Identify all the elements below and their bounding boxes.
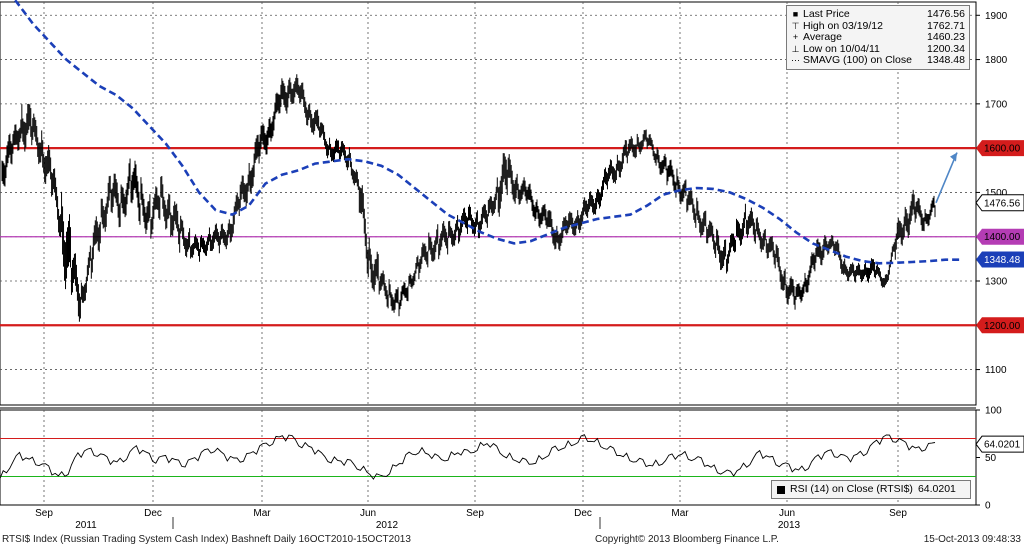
year-label: 2011 [75,520,97,531]
rsi-tag-text: 64.0201 [984,440,1021,451]
level-tag-1200: 1200.00 [976,317,1024,334]
legend-value: 1476.56 [927,8,965,20]
last-price-tag-text: 1476.56 [984,198,1021,209]
y-tick-label: 1700 [985,99,1008,110]
level-tag-1600: 1600.00 [976,140,1024,157]
rsi-legend-label: RSI (14) on Close (RTSI$) [790,483,913,495]
rsi-tag: 64.0201 [975,435,1024,453]
legend-value: 1460.23 [927,31,965,43]
x-tick-label: Jun [779,508,795,519]
y-tick-label: 1500 [985,188,1008,199]
legend-label-text: High on 03/19/12 [803,19,883,32]
legend-symbol-icon: ⋯ [791,55,800,65]
footer-left-text: RTSI$ Index (Russian Trading System Cash… [2,534,411,545]
rsi-legend-value: 64.0201 [917,483,956,495]
level-tag-1600-box [976,140,1024,157]
y-tick-label: 1300 [985,277,1008,288]
legend-symbol-icon: ⊤ [791,20,800,31]
trend-arrow-head [950,152,957,162]
legend-value: 1762.71 [927,19,965,32]
legend-symbol-icon: ⊥ [791,43,800,54]
legend-label-text: Low on 10/04/11 [803,42,880,55]
legend-value: 1348.48 [927,54,965,66]
x-tick-label: Sep [889,508,907,519]
legend-label-text: Last Price [803,8,850,20]
rsi-y-tick-label: 50 [985,453,997,464]
legend-symbol-icon: + [792,32,799,42]
legend-row-label: ⋯ SMAVG (100) on Close [791,54,912,67]
value-tags: 1600.00 1400.00 1200.00 1476.56 1348.48 64.02… [975,140,1024,453]
rsi-panel [0,434,976,480]
trend-arrow [935,152,958,204]
last-price-tag: 1476.56 [975,194,1024,212]
last-price-tag-box [975,194,1024,212]
rsi-line [0,434,936,480]
legend-row: ⋯ SMAVG (100) on Close 1348.48 [791,54,965,67]
level-tag-1400-text: 1400.00 [984,232,1021,243]
legend-row: + Average 1460.23 [791,31,965,44]
rsi-y-tick-label: 0 [985,501,991,512]
legend-row: ⊥ Low on 10/04/11 1200.34 [791,42,965,56]
price-legend: ■ Last Price 1476.56 ⊤ High on 03/19/12 1762.… [786,5,970,70]
sma-tag: 1348.48 [976,251,1024,268]
legend-row-label: ⊤ High on 03/19/12 [791,19,883,33]
level-tag-1400: 1400.00 [976,228,1024,245]
y-tick-label: 1800 [985,55,1008,66]
legend-row-label: ⊥ Low on 10/04/11 [791,42,880,56]
legend-row-label: ■ Last Price [791,8,850,21]
legend-value: 1200.34 [927,42,965,55]
legend-row: ■ Last Price 1476.56 [791,8,965,21]
footer-timestamp: 15-Oct-2013 09:48:33 [923,534,1021,545]
y-tick-label: 1100 [985,365,1007,376]
sma-tag-box [976,251,1024,268]
legend-label-text: SMAVG (100) on Close [803,54,912,66]
level-tag-1600-text: 1600.00 [984,144,1021,155]
legend-row-label: + Average [791,31,842,44]
legend-row: ⊤ High on 03/19/12 1762.71 [791,19,965,33]
rsi-legend: RSI (14) on Close (RTSI$) 64.0201 [771,480,971,499]
x-tick-label: Sep [35,508,53,519]
trend-arrow-shaft [935,152,958,204]
legend-symbol-icon: ■ [792,9,799,19]
sma-series [12,0,962,265]
rsi-legend-swatch [777,485,785,494]
rsi-y-tick-label: 100 [985,406,1002,417]
grid-layer [0,1,977,506]
level-tag-1200-box [976,317,1024,334]
x-tick-label: Jun [360,508,376,519]
x-tick-label: Dec [574,508,592,519]
rsi-tag-box [975,435,1024,453]
year-label: 2012 [376,520,399,531]
year-label: 2013 [778,520,801,531]
x-tick-label: Mar [671,508,689,519]
level-tag-1200-text: 1200.00 [984,321,1021,332]
price-series [1,74,936,322]
sma-line [12,0,962,265]
x-tick-label: Mar [253,508,271,519]
legend-label-text: Average [803,31,842,43]
x-tick-label: Dec [144,508,162,519]
footer-copyright: Copyright© 2013 Bloomberg Finance L.P. [595,534,779,545]
y-tick-label: 1900 [985,11,1008,22]
sma-tag-text: 1348.48 [984,255,1021,266]
x-tick-label: Sep [466,508,484,519]
horizontal-lines [0,147,976,327]
footer: RTSI$ Index (Russian Trading System Cash… [0,532,1024,547]
level-tag-1400-box [976,228,1024,245]
